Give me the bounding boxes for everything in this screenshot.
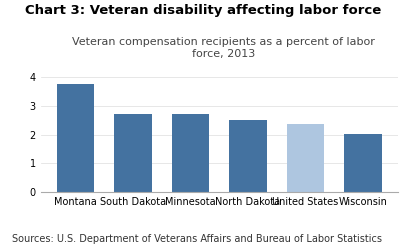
- Bar: [171, 114, 209, 192]
- Text: Veteran compensation recipients as a percent of labor
force, 2013: Veteran compensation recipients as a per…: [72, 37, 374, 59]
- Text: Chart 3: Veteran disability affecting labor force: Chart 3: Veteran disability affecting la…: [25, 4, 380, 17]
- Text: Sources: U.S. Department of Veterans Affairs and Bureau of Labor Statistics: Sources: U.S. Department of Veterans Aff…: [12, 233, 381, 244]
- Bar: [229, 120, 266, 192]
- Bar: [343, 134, 381, 192]
- Bar: [286, 123, 323, 192]
- Bar: [114, 114, 151, 192]
- Bar: [57, 84, 94, 192]
